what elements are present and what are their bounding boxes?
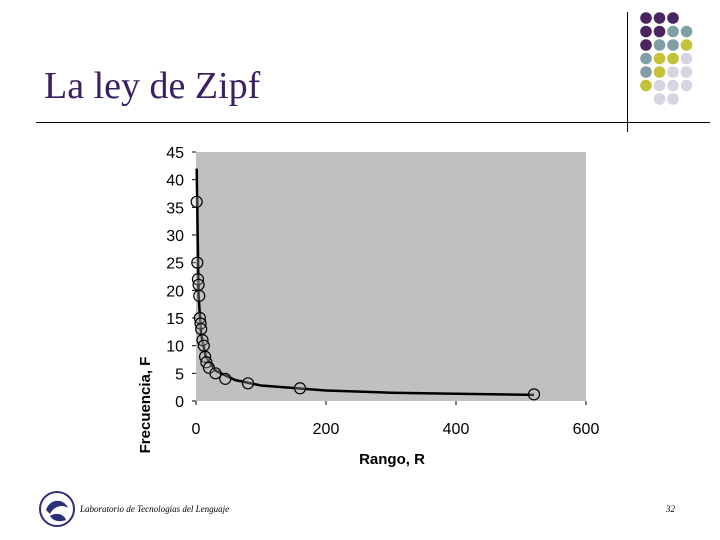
data-point (193, 289, 206, 302)
data-point (192, 278, 205, 291)
data-point (195, 322, 208, 336)
y-tick-label: 0 (175, 394, 184, 411)
data-point (241, 377, 255, 390)
y-tick-label: 15 (166, 311, 184, 328)
y-tick-label: 45 (166, 145, 184, 162)
x-tick-label: 400 (443, 421, 470, 438)
plot-area (196, 152, 586, 401)
data-point (527, 388, 541, 401)
data-point (191, 256, 204, 269)
data-point (209, 367, 222, 380)
data-point (190, 195, 203, 208)
x-tick-label: 600 (573, 421, 600, 438)
footer-text: Laboratorio de Tecnologías del Lenguaje (80, 504, 230, 514)
page-number: 32 (666, 504, 675, 514)
x-tick-label: 200 (313, 421, 340, 438)
lab-logo-icon (39, 491, 75, 527)
y-tick-label: 35 (166, 200, 184, 217)
y-tick-label: 40 (166, 173, 184, 190)
title-divider (36, 122, 710, 123)
y-tick-label: 10 (166, 339, 184, 356)
y-tick-label: 25 (166, 256, 184, 273)
decor-divider (627, 12, 628, 132)
slide-title: La ley de Zipf (44, 65, 261, 107)
data-point (293, 382, 307, 395)
y-tick-label: 20 (166, 283, 184, 300)
dot-grid-icon (640, 12, 693, 105)
data-point (219, 372, 232, 385)
y-tick-label: 5 (175, 366, 184, 383)
zipf-chart: 0 5 10 15 20 25 30 35 40 45 0 200 400 600 Rango, R F… (137, 145, 600, 468)
x-tick-label: 0 (192, 421, 201, 438)
x-axis-label: Rango, R (359, 451, 425, 468)
y-axis-label: Frecuencia, F (137, 357, 154, 454)
y-tick-label: 30 (166, 228, 184, 245)
data-point (197, 339, 210, 352)
fit-curve (195, 168, 535, 397)
